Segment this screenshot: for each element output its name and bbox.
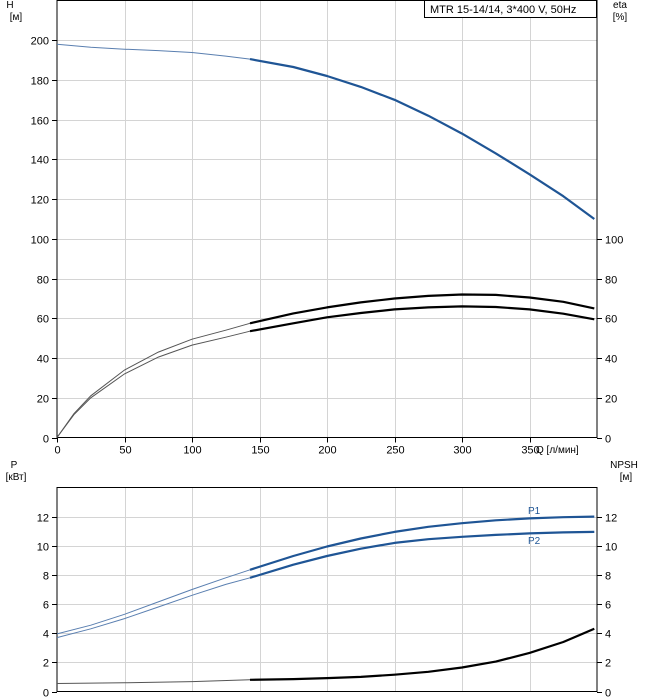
p1-curve-extended: [56, 569, 251, 635]
left-tick-label: 10: [37, 542, 49, 554]
eta-axis-unit: [%]: [613, 12, 628, 23]
series-2-curve-extended: [56, 330, 251, 438]
right-tick-label: 40: [605, 354, 617, 366]
npsh-axis-unit: [м]: [620, 472, 633, 483]
x-tick-label: 300: [453, 445, 471, 457]
right-tick-label: 0: [605, 688, 611, 700]
left-tick-label: 160: [31, 116, 49, 128]
right-tick-label: 20: [605, 394, 617, 406]
right-tick-label: 0: [605, 434, 611, 446]
left-tick-label: 12: [37, 513, 49, 525]
left-tick-label: 0: [43, 688, 49, 700]
series-0-curve-operating: [249, 58, 595, 220]
right-tick-label: 80: [605, 275, 617, 287]
series-1-curve-operating: [249, 293, 595, 325]
p2-curve-extended: [56, 577, 251, 639]
left-tick-label: 6: [43, 600, 49, 612]
power-axis-unit: [кВт]: [6, 472, 27, 483]
left-tick-label: 140: [31, 155, 49, 167]
x-tick-label: 100: [183, 445, 201, 457]
right-tick-label: 12: [605, 513, 617, 525]
x-tick-label: 150: [251, 445, 269, 457]
left-tick-label: 60: [37, 314, 49, 326]
chart-title-box: [424, 0, 597, 18]
head-efficiency-panel: 0 50 100 150 200 250 300 350 020406080100120140…: [6, 0, 627, 457]
series-1-curve-extended: [56, 322, 251, 438]
left-tick-label: 40: [37, 354, 49, 366]
left-tick-label: 8: [43, 571, 49, 583]
left-tick-label: 0: [43, 434, 49, 446]
right-tick-label: 4: [605, 629, 611, 641]
p1-curve-operating: [249, 515, 595, 571]
series-0-curve-extended: [56, 43, 251, 60]
eta-axis-label: eta: [613, 0, 627, 11]
left-tick-label: 80: [37, 275, 49, 287]
left-tick-label: 4: [43, 629, 49, 641]
series-2-curve-operating: [249, 627, 595, 681]
x-tick-label: 200: [318, 445, 336, 457]
right-tick-label: 2: [605, 658, 611, 670]
head-axis-label: H: [6, 0, 13, 11]
left-tick-label: 20: [37, 394, 49, 406]
left-tick-label: 2: [43, 658, 49, 670]
right-tick-label: 6: [605, 600, 611, 612]
left-tick-label: 100: [31, 235, 49, 247]
left-tick-label: 180: [31, 76, 49, 88]
right-tick-label: 8: [605, 571, 611, 583]
x-tick-label: 50: [119, 445, 131, 457]
left-tick-label: 120: [31, 195, 49, 207]
power-axis-label: P: [11, 460, 18, 471]
x-axis-label: Q [л/мин]: [536, 445, 579, 456]
p2-curve-operating: [249, 530, 595, 579]
series-2-curve-operating: [249, 305, 595, 333]
right-tick-label: 100: [605, 235, 623, 247]
right-tick-label: 60: [605, 314, 617, 326]
x-tick-label: 0: [54, 445, 60, 457]
p2-series-label: P2: [528, 536, 541, 547]
x-tick-label: 250: [386, 445, 404, 457]
power-plot-frame: [56, 487, 598, 692]
chart-title: MTR 15-14/14, 3*400 V, 50Hz: [430, 4, 576, 16]
right-tick-label: 10: [605, 542, 617, 554]
left-tick-label: 200: [31, 36, 49, 48]
series-2-curve-extended: [56, 679, 251, 684]
head-axis-unit: [м]: [10, 12, 23, 23]
x-tick-label: 350: [521, 445, 539, 457]
npsh-axis-label: NPSH: [610, 460, 638, 471]
p1-series-label: P1: [528, 506, 541, 517]
